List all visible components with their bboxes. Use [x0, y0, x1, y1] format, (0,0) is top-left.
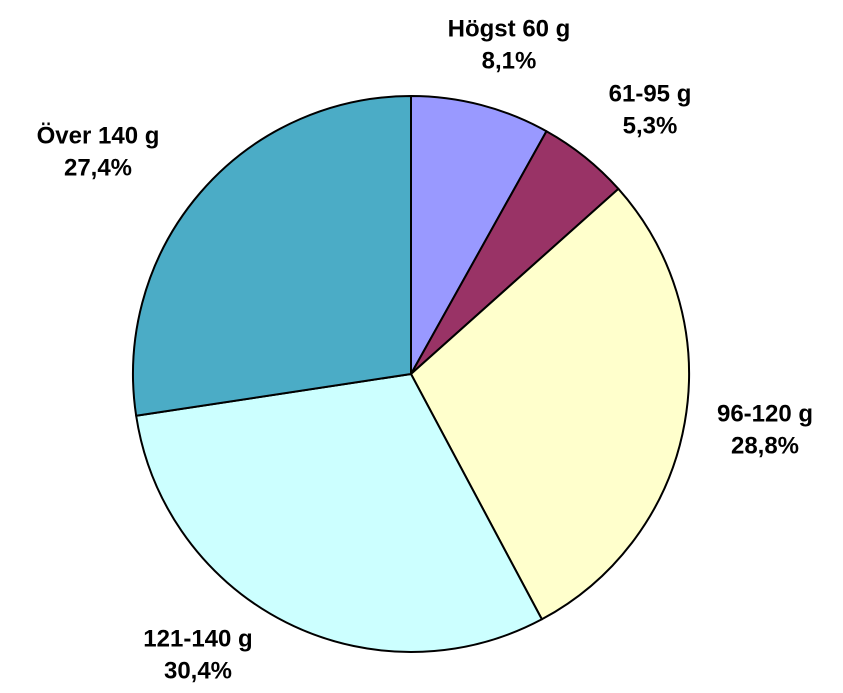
slice-category-label: 96-120 g: [717, 400, 813, 427]
slice-value-label: 5,3%: [623, 112, 678, 139]
pie-slice: [410, 95, 548, 375]
slice-category-label: 61-95 g: [609, 80, 692, 107]
slice-category-label: Över 140 g: [37, 122, 160, 149]
pie-slice: [410, 187, 690, 621]
slice-category-label: 121-140 g: [143, 625, 252, 652]
slice-category-label: Högst 60 g: [448, 15, 571, 42]
pie-slice: [135, 373, 543, 653]
slice-value-label: 27,4%: [64, 154, 132, 181]
slice-value-label: 28,8%: [731, 432, 799, 459]
slice-value-label: 8,1%: [482, 47, 537, 74]
slice-value-label: 30,4%: [164, 657, 232, 684]
pie-slice: [132, 95, 412, 417]
